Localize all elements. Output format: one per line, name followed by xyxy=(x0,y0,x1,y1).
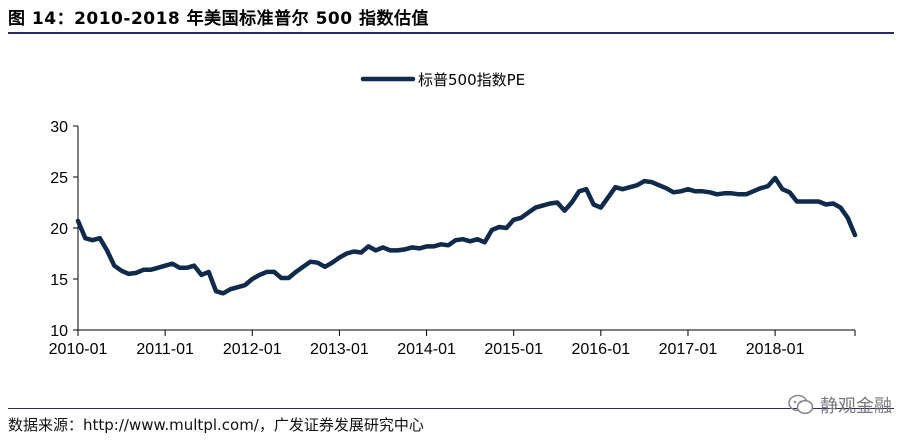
footer-divider xyxy=(8,408,894,409)
y-tick-label: 20 xyxy=(50,221,68,238)
x-tick-label: 2010-01 xyxy=(49,341,108,358)
source-note: 数据来源：http://www.multpl.com/，广发证券发展研究中心 xyxy=(8,416,424,434)
watermark-text: 静观金融 xyxy=(820,396,892,417)
x-tick-label: 2011-01 xyxy=(136,341,194,358)
x-tick-label: 2015-01 xyxy=(484,341,543,358)
series-line-sp500-pe xyxy=(75,175,858,296)
figure-title: 图 14：2010-2018 年美国标准普尔 500 指数估值 xyxy=(8,9,430,29)
x-tick-label: 2013-01 xyxy=(310,341,369,358)
title-divider xyxy=(8,32,894,34)
x-tick-label: 2017-01 xyxy=(659,341,718,358)
watermark: 静观金融 xyxy=(788,392,892,418)
x-tick-label: 2016-01 xyxy=(571,341,630,358)
y-tick-label: 10 xyxy=(50,323,68,340)
tick-labels: 10 15 20 25 30 2010-01 2011-01 2012-01 2013-01 20… xyxy=(49,119,805,358)
y-tick-label: 30 xyxy=(50,119,68,136)
y-tick-label: 15 xyxy=(50,272,68,289)
chat-bubble-icon xyxy=(788,394,814,415)
legend: 标普500指数PE xyxy=(360,71,525,89)
x-tick-label: 2012-01 xyxy=(223,341,282,358)
axes xyxy=(73,125,856,336)
x-tick-label: 2018-01 xyxy=(746,341,805,358)
x-tick-label: 2014-01 xyxy=(397,341,456,358)
y-tick-label: 25 xyxy=(50,170,68,187)
legend-label: 标普500指数PE xyxy=(418,71,525,89)
